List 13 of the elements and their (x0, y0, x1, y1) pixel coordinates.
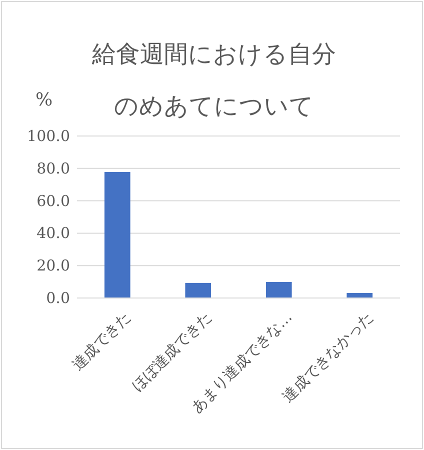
y-tick-label: 0.0 (46, 289, 70, 307)
y-tick-label: 100.0 (27, 127, 70, 145)
bar (266, 282, 292, 298)
y-axis-title: % (35, 90, 53, 110)
x-tick-label: 達成できた (68, 308, 134, 374)
y-tick-label: 60.0 (36, 192, 70, 210)
bar (185, 282, 212, 298)
bar (104, 172, 130, 298)
bar (346, 292, 373, 298)
y-tick-label: 40.0 (36, 224, 70, 242)
y-tick-label: 80.0 (36, 159, 70, 178)
y-tick-label: 20.0 (36, 256, 70, 275)
chart-title: 給食週間における自分のめあてについて (91, 39, 337, 122)
